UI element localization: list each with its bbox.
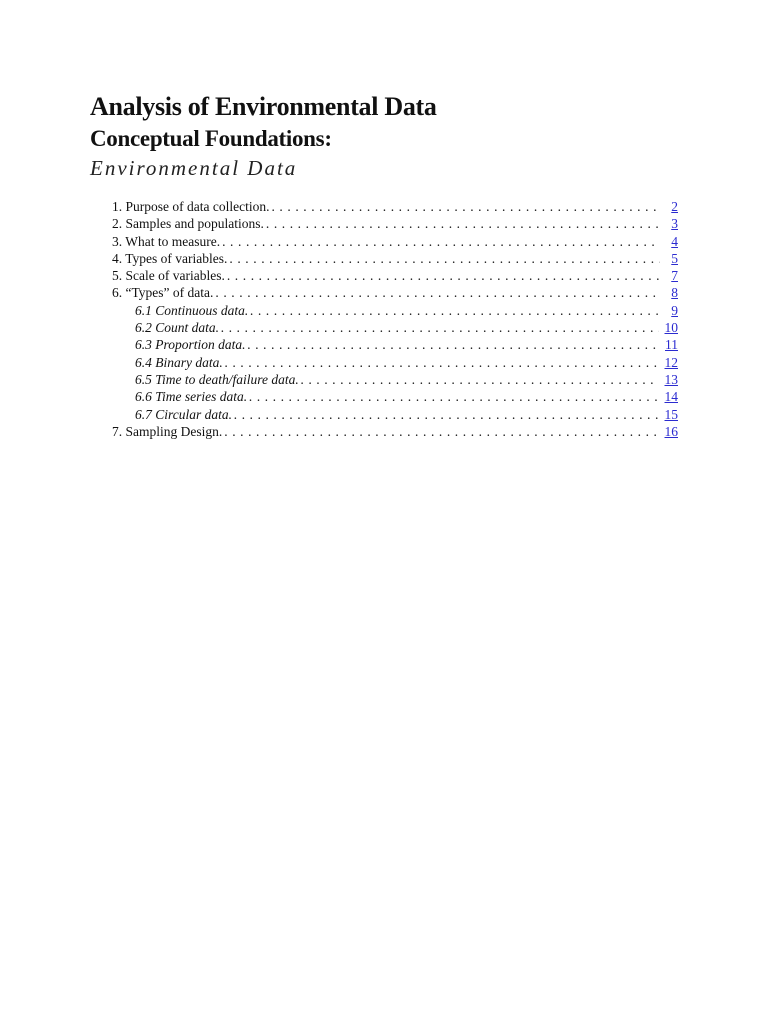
toc-page-link[interactable]: 10 [664,320,679,336]
toc-page-link[interactable]: 12 [664,354,679,370]
toc-entry: 6.7 Circular data. 15 [112,406,678,423]
toc-entry-label: 7. Sampling Design. [112,423,223,439]
toc-page-link[interactable]: 5 [671,250,678,266]
toc-entry-label: 4. Types of variables. [112,250,228,266]
toc-page-link[interactable]: 14 [664,389,679,405]
dot-leader [225,354,659,371]
toc-entry: 6.4 Binary data. 12 [112,354,678,371]
toc-page-link[interactable]: 8 [671,285,678,301]
toc-entry: 6.3 Proportion data. 11 [112,336,678,353]
dot-leader [249,388,658,405]
toc-page-link[interactable]: 4 [671,233,678,249]
dot-leader [229,250,660,267]
toc-entry: 4. Types of variables. 5 [112,250,678,267]
dot-leader [224,423,658,440]
toc-entry-label: 6. “Types” of data. [112,285,214,301]
toc-page-link[interactable]: 15 [664,406,679,422]
toc-entry: 7. Sampling Design. 16 [112,423,678,440]
toc-entry-label: 6.4 Binary data. [135,354,223,370]
dot-leader [248,336,659,353]
toc-page-link[interactable]: 2 [671,199,678,214]
toc-entry-label: 6.3 Proportion data. [135,337,246,353]
toc-entry: 2. Samples and populations. 3 [112,215,678,232]
toc-entry-label: 6.2 Count data. [135,320,220,336]
toc-entry-label: 6.5 Time to death/failure data. [135,371,299,387]
toc-page-link[interactable]: 3 [671,216,678,232]
dot-leader [301,371,659,388]
toc-entry: 6. “Types” of data. 8 [112,284,678,301]
document-title: Analysis of Environmental Data [90,92,437,121]
toc-entry: 6.6 Time series data. 14 [112,388,678,405]
toc-entry: 6.1 Continuous data. 9 [112,302,678,319]
document-subtitle: Conceptual Foundations: [90,126,332,151]
toc-entry: 5. Scale of variables. 7 [112,267,678,284]
toc-entry-label: 1. Purpose of data collection. [112,199,270,214]
toc-entry-label: 5. Scale of variables. [112,268,225,284]
toc-page-link[interactable]: 9 [671,302,678,318]
table-of-contents: 1. Purpose of data collection.22. Sample… [112,198,678,440]
dot-leader [221,319,658,336]
toc-entry: 6.5 Time to death/failure data. 13 [112,371,678,388]
dot-leader [234,406,658,423]
toc-page-link[interactable]: 7 [671,268,678,284]
toc-entry: 3. What to measure. 4 [112,233,678,250]
toc-entry: 1. Purpose of data collection. 2 [112,198,678,215]
dot-leader [271,198,660,215]
dot-leader [222,233,660,250]
toc-page-link[interactable]: 16 [664,423,679,439]
toc-entry: 6.2 Count data. 10 [112,319,678,336]
toc-entry-label: 2. Samples and populations. [112,216,264,232]
toc-entry-label: 6.7 Circular data. [135,406,233,422]
toc-page-link[interactable]: 13 [664,371,679,387]
dot-leader [250,302,660,319]
dot-leader [215,284,660,301]
toc-entry-label: 3. What to measure. [112,233,221,249]
section-title: Environmental Data [90,156,298,180]
toc-entry-label: 6.1 Continuous data. [135,302,249,318]
toc-entry-label: 6.6 Time series data. [135,389,248,405]
toc-page-link[interactable]: 11 [665,337,678,353]
dot-leader [227,267,660,284]
dot-leader [266,215,660,232]
